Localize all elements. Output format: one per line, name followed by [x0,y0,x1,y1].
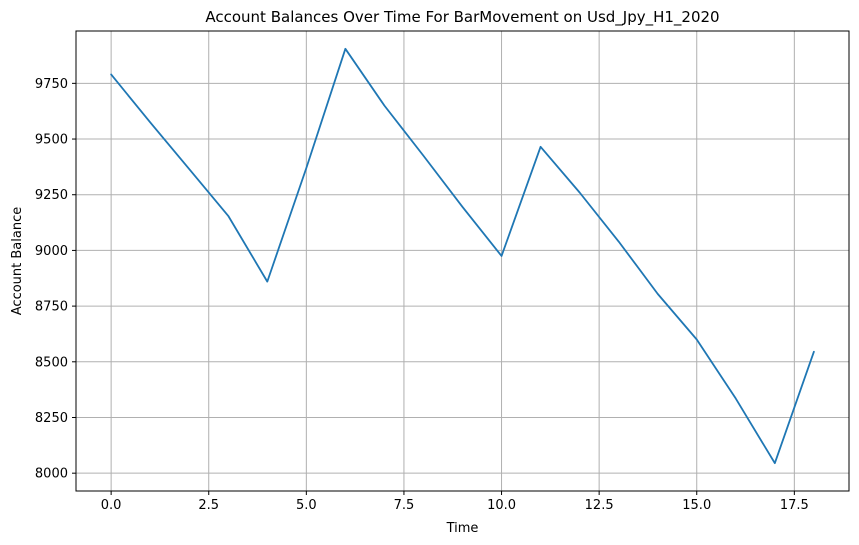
grid-lines [76,31,849,491]
y-tick-label: 8000 [35,467,68,482]
y-tick-label: 8750 [35,300,68,315]
x-tick-label: 2.5 [198,498,219,513]
y-tick-label: 9750 [35,77,68,92]
y-tick-label: 9000 [35,244,68,259]
x-tick-label: 0.0 [101,498,122,513]
x-tick-label: 7.5 [394,498,415,513]
chart-title: Account Balances Over Time For BarMoveme… [205,8,719,27]
x-tick-label: 5.0 [296,498,317,513]
y-tick-label: 8500 [35,355,68,370]
y-tick-label: 8250 [35,411,68,426]
y-tick-label: 9500 [35,133,68,148]
x-tick-label: 17.5 [780,498,809,513]
series-line [110,47,815,465]
y-axis-label: Account Balance [10,207,25,315]
y-ticks: 8000 8250 8500 8750 9000 9250 9500 9750 [35,77,76,482]
x-ticks: 0.0 2.5 5.0 7.5 10.0 12.5 15.0 17.5 [101,491,809,513]
x-tick-label: 10.0 [487,498,516,513]
x-tick-label: 15.0 [682,498,711,513]
plot-frame [75,30,850,492]
y-tick-label: 9250 [35,188,68,203]
x-tick-label: 12.5 [585,498,614,513]
x-axis-label: Time [446,521,479,536]
